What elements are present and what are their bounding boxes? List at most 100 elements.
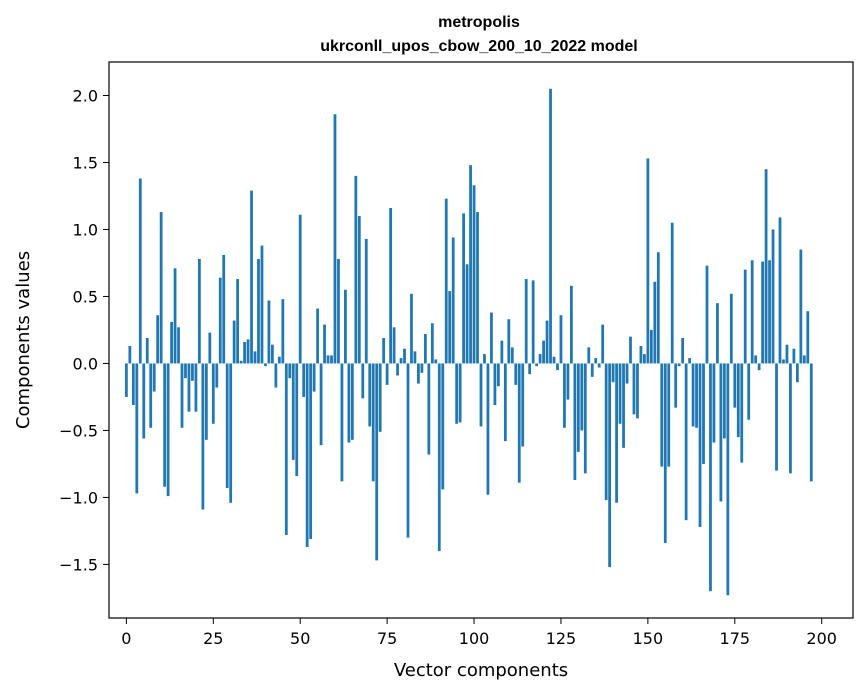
bar [166,363,170,497]
bar [809,363,813,482]
bar [677,363,681,367]
bar [455,363,459,424]
bar [465,264,469,364]
bar [361,363,365,399]
bar [364,238,368,364]
bar [483,354,486,364]
bar [747,363,751,420]
bar [597,363,601,368]
bar [462,213,466,364]
bar [368,363,372,427]
bar [510,347,514,364]
bar [716,303,719,364]
bar [330,355,333,364]
bar [507,319,511,364]
bar [472,185,476,364]
y-tick-label: 1.5 [73,153,98,172]
bar [458,363,462,423]
bar [486,363,490,495]
bar [496,363,500,387]
bar [660,363,664,467]
bar [410,293,413,364]
bar [594,358,598,364]
bar [392,327,396,364]
bar [729,293,733,364]
bar [326,355,330,364]
bar [344,289,347,364]
bar [204,363,208,440]
bar [576,363,580,452]
bar [371,363,375,482]
bar [239,360,243,364]
chart-subtitle: ukrconll_upos_cbow_200_10_2022 model [320,38,637,55]
bar [719,363,723,502]
bar [277,356,281,364]
bar [493,363,497,405]
bar [218,277,222,364]
bar [180,363,184,428]
bar [531,280,535,364]
x-tick-label: 150 [633,629,664,648]
bar [795,363,799,383]
bar [695,363,698,428]
bar [517,363,521,483]
bar [785,344,789,364]
bar [503,363,507,442]
bar [420,363,424,373]
bar [563,363,566,428]
bar [243,342,246,364]
bar [406,363,410,538]
bar [142,363,146,439]
bar [684,363,688,521]
bar [754,355,758,364]
bar [357,216,361,364]
bar [208,332,212,364]
bar [124,363,128,397]
bar [434,359,438,364]
bar [333,114,337,364]
bar [580,363,584,431]
bar [128,346,132,364]
bar [246,339,250,364]
bar [643,354,646,364]
bar [549,88,552,364]
bar [385,363,389,385]
bar [615,363,618,503]
bar [229,363,233,503]
bar [347,363,351,443]
bar [646,158,650,364]
bar [253,351,257,364]
bar [302,363,306,397]
bar [705,265,709,364]
y-tick-label: 2.0 [73,86,98,105]
bar [545,320,549,364]
bar [573,363,577,481]
bar [145,337,149,364]
bar [698,363,702,527]
bar [556,363,559,371]
bar [587,347,591,364]
bar [177,327,180,364]
bar [674,363,678,408]
bar [782,359,785,364]
x-tick-label: 25 [203,629,223,648]
bar [295,363,299,476]
bar [559,315,563,364]
bar [761,261,764,364]
bar [726,363,730,596]
bar [629,336,632,364]
x-tick-label: 100 [459,629,490,648]
bar [138,178,142,364]
bar [775,363,778,471]
bar [736,363,740,438]
bar [768,260,771,364]
bar [312,363,316,392]
bar [524,279,528,364]
bar [274,363,278,388]
bar [622,363,625,448]
bar [743,269,747,364]
bar [260,245,264,364]
bar [528,363,532,375]
bar [778,217,782,364]
bar [632,363,636,415]
